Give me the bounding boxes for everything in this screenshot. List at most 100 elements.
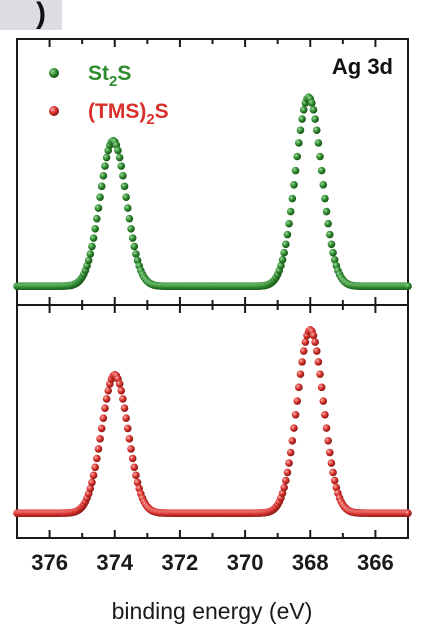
data-point — [104, 386, 113, 395]
data-point — [94, 445, 103, 453]
data-point — [89, 471, 98, 480]
data-point — [317, 166, 326, 175]
x-tick-label: 372 — [162, 550, 199, 575]
data-point — [316, 370, 324, 378]
peak-annotation: Ag 3d — [332, 54, 393, 79]
data-point — [317, 383, 326, 392]
data-point — [120, 182, 129, 191]
data-point — [309, 106, 318, 114]
data-point — [332, 483, 341, 492]
data-point — [99, 414, 108, 422]
data-point — [132, 471, 140, 480]
data-point — [280, 483, 288, 492]
data-point — [329, 248, 337, 257]
data-point — [322, 424, 331, 432]
data-point — [97, 424, 106, 433]
data-point — [286, 448, 295, 457]
data-point — [311, 338, 319, 346]
data-point — [125, 214, 134, 223]
data-point — [327, 240, 336, 249]
data-point — [120, 404, 129, 412]
data-point — [327, 459, 336, 467]
data-point — [117, 386, 126, 395]
data-point — [314, 139, 323, 147]
data-point — [93, 214, 101, 223]
data-point — [295, 383, 303, 392]
data-point — [285, 459, 293, 467]
data-point — [93, 454, 101, 463]
x-tick-label: 376 — [31, 550, 68, 575]
data-point — [88, 478, 96, 487]
data-point — [277, 261, 285, 270]
x-tick-label: 370 — [227, 550, 264, 575]
data-point — [296, 370, 305, 378]
data-point — [89, 234, 98, 242]
data-point — [122, 193, 130, 202]
data-point — [123, 204, 132, 212]
data-point — [285, 219, 293, 228]
data-point — [282, 476, 290, 485]
data-point — [130, 463, 139, 472]
data-point — [280, 248, 288, 257]
data-point — [115, 380, 124, 388]
x-ticks — [16, 39, 409, 538]
data-point — [309, 331, 318, 340]
data-point — [130, 242, 139, 251]
data-point — [283, 230, 292, 239]
data-point — [319, 180, 328, 189]
data-point — [298, 358, 306, 366]
data-point — [288, 194, 297, 203]
data-point — [84, 256, 93, 265]
data-point — [299, 106, 308, 114]
data-point — [326, 230, 334, 239]
data-point — [133, 478, 142, 487]
data-point — [312, 126, 321, 135]
data-point — [278, 489, 287, 498]
data-point — [288, 436, 297, 445]
data-point — [286, 207, 295, 216]
data-point — [97, 182, 106, 191]
x-axis-title: binding energy (eV) — [112, 598, 313, 624]
data-point — [321, 410, 329, 419]
data-point — [404, 282, 412, 291]
data-point — [114, 146, 122, 155]
data-point — [311, 115, 319, 123]
data-point — [301, 338, 310, 346]
data-point — [282, 240, 290, 249]
data-point — [293, 397, 302, 405]
data-point — [291, 166, 300, 175]
data-point — [122, 414, 130, 422]
data-point — [404, 509, 412, 517]
corner-tab — [0, 0, 62, 30]
data-point — [329, 468, 337, 477]
data-point — [308, 99, 316, 107]
data-point — [115, 153, 124, 162]
data-point — [324, 219, 332, 228]
data-point — [278, 255, 287, 264]
data-point — [119, 395, 127, 403]
data-point — [319, 397, 328, 405]
data-point — [119, 172, 127, 180]
data-point — [321, 194, 329, 203]
data-point — [127, 224, 135, 233]
data-point — [299, 347, 308, 355]
x-tick-label: 374 — [96, 550, 133, 575]
data-point — [91, 463, 99, 472]
data-point — [96, 193, 104, 202]
data-point — [99, 172, 108, 180]
data-point — [314, 358, 323, 366]
data-point — [101, 404, 109, 412]
data-point — [102, 153, 111, 162]
data-point — [290, 180, 298, 189]
data-point — [101, 162, 109, 170]
series-0-points — [13, 93, 412, 291]
panel-letter: ) — [36, 0, 46, 30]
data-point — [316, 152, 324, 161]
data-point — [102, 395, 111, 403]
data-point — [88, 242, 96, 251]
legend-marker-tms2s — [49, 106, 59, 116]
x-tick-label: 366 — [357, 550, 394, 575]
data-point — [324, 436, 332, 445]
data-point — [128, 454, 137, 463]
